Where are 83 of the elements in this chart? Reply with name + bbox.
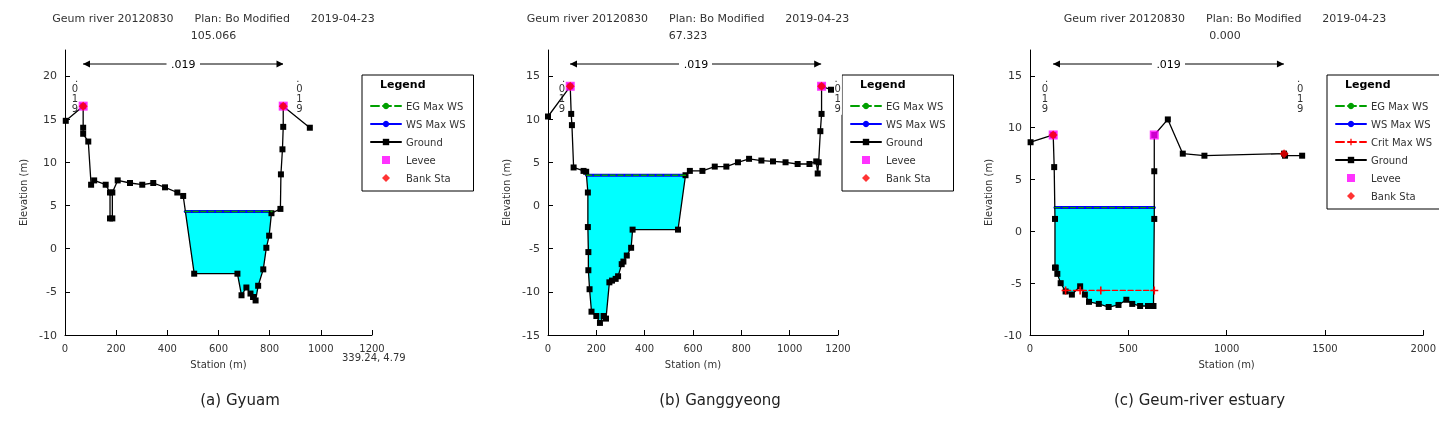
x-tick-label: 1000 bbox=[1213, 342, 1240, 354]
x-tick-label: 0 bbox=[61, 342, 69, 354]
x-tick-label: 800 bbox=[731, 342, 751, 354]
legend-label: Crit Max WS bbox=[1371, 136, 1433, 148]
annotation: .019 bbox=[169, 57, 197, 71]
y-tick-label: 15 bbox=[1008, 69, 1022, 83]
y-tick-label: 0 bbox=[50, 242, 57, 256]
y-tick-label: -5 bbox=[529, 242, 540, 256]
chart-title: Geum river 20120830 Plan: Bo Modified 2019-04-23 bbox=[52, 12, 375, 25]
legend-title: Legend bbox=[860, 78, 906, 91]
legend-label: EG Max WS bbox=[886, 100, 944, 112]
y-tick-label: 5 bbox=[1015, 173, 1022, 187]
y-tick-label: 10 bbox=[1008, 121, 1022, 135]
legend-label: EG Max WS bbox=[406, 100, 464, 112]
legend-label: Ground bbox=[886, 136, 923, 148]
chart-subtitle: 67.323 bbox=[668, 29, 708, 42]
y-axis-title: Elevation (m) bbox=[982, 158, 994, 227]
legend-label: Bank Sta bbox=[886, 172, 931, 184]
x-tick-label: 500 bbox=[1118, 342, 1138, 354]
y-tick-label: -15 bbox=[522, 328, 540, 342]
y-tick-label: 5 bbox=[50, 198, 57, 212]
x-tick-label: 1200 bbox=[359, 342, 385, 354]
annotation: .019 bbox=[558, 73, 566, 115]
y-axis-title: Elevation (m) bbox=[17, 158, 29, 227]
text: (b) Ganggyeong bbox=[659, 390, 781, 409]
y-tick-label: -5 bbox=[46, 285, 57, 299]
x-tick-label: 800 bbox=[260, 342, 280, 354]
x-tick-label: 1200 bbox=[825, 342, 851, 354]
x-tick-label: 0 bbox=[544, 342, 552, 354]
chart-subtitle: 105.066 bbox=[190, 29, 237, 42]
y-axis-title: Elevation (m) bbox=[500, 158, 512, 227]
y-tick-label: -10 bbox=[39, 328, 57, 342]
chart-title: Geum river 20120830 Plan: Bo Modified 2019-04-23 bbox=[526, 12, 850, 25]
annotation: .019 bbox=[834, 73, 841, 115]
x-tick-label: 600 bbox=[683, 342, 703, 354]
legend-label: EG Max WS bbox=[1371, 100, 1429, 112]
y-tick-label: 5 bbox=[533, 155, 540, 169]
legend-label: Bank Sta bbox=[1371, 190, 1416, 202]
y-tick-label: 15 bbox=[43, 112, 57, 126]
y-tick-label: 0 bbox=[1015, 224, 1022, 238]
x-tick-label: 200 bbox=[586, 342, 606, 354]
annotation: .019 bbox=[1155, 57, 1182, 71]
x-axis-title: Station (m) bbox=[1198, 358, 1255, 370]
legend-label: Bank Sta bbox=[406, 172, 451, 184]
annotation: .019 bbox=[296, 73, 303, 115]
x-tick-label: 400 bbox=[635, 342, 655, 354]
x-tick-label: 2000 bbox=[1410, 342, 1436, 354]
x-tick-label: 200 bbox=[106, 342, 126, 354]
text: 339.24, 4.79 bbox=[342, 351, 406, 363]
y-tick-label: -5 bbox=[1011, 276, 1022, 290]
y-tick-label: 10 bbox=[43, 155, 57, 169]
text: (c) Geum-river estuary bbox=[1113, 390, 1286, 409]
annotation: .019 bbox=[1041, 73, 1049, 115]
legend-title: Legend bbox=[380, 78, 426, 91]
x-tick-label: 400 bbox=[157, 342, 177, 354]
y-tick-label: 15 bbox=[526, 69, 540, 83]
legend-label: WS Max WS bbox=[1371, 118, 1431, 130]
annotation: .019 bbox=[682, 57, 710, 71]
legend-label: WS Max WS bbox=[406, 118, 466, 130]
text: (a) Gyuam bbox=[200, 390, 280, 409]
legend-label: Levee bbox=[886, 154, 916, 166]
x-tick-label: 0 bbox=[1026, 342, 1034, 354]
annotation: .019 bbox=[1297, 73, 1304, 115]
x-tick-label: 600 bbox=[208, 342, 229, 354]
y-tick-label: -10 bbox=[1004, 328, 1022, 342]
x-axis-title: Station (m) bbox=[190, 358, 247, 370]
legend-label: WS Max WS bbox=[886, 118, 946, 130]
legend-label: Ground bbox=[406, 136, 443, 148]
y-tick-label: 10 bbox=[526, 112, 540, 126]
legend-label: Levee bbox=[406, 154, 436, 166]
x-tick-label: 1000 bbox=[308, 342, 334, 354]
y-tick-label: 20 bbox=[43, 69, 57, 83]
y-tick-label: 0 bbox=[533, 198, 540, 212]
legend-title: Legend bbox=[1345, 78, 1391, 91]
legend-label: Levee bbox=[1371, 172, 1401, 184]
chart-subtitle: 0.000 bbox=[1209, 29, 1241, 42]
x-axis-title: Station (m) bbox=[664, 358, 722, 370]
legend-label: Ground bbox=[1371, 154, 1408, 166]
annotation: .019 bbox=[71, 73, 79, 115]
x-tick-label: 1500 bbox=[1312, 342, 1338, 354]
x-tick-label: 1000 bbox=[776, 342, 803, 354]
y-tick-label: -10 bbox=[522, 285, 540, 299]
chart-title: Geum river 20120830 Plan: Bo Modified 2019-04-23 bbox=[1063, 12, 1387, 25]
